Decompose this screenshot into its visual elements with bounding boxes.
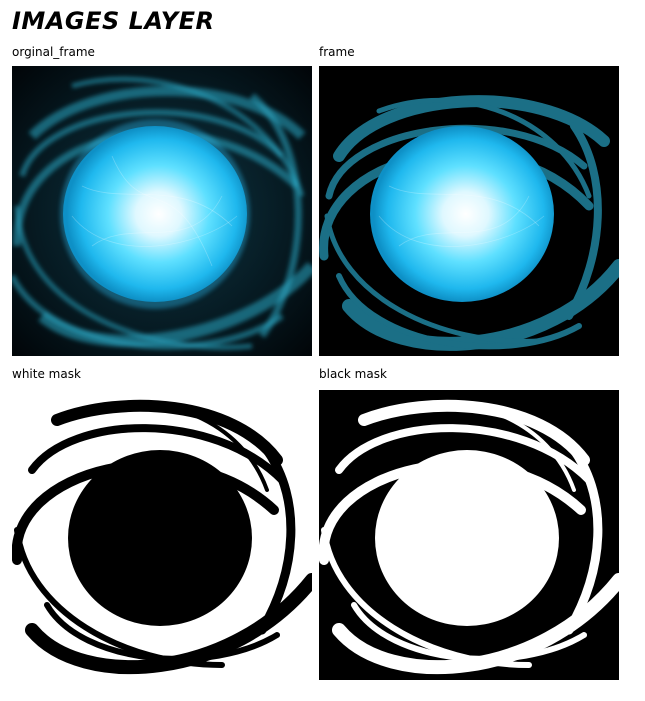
white-mask-image	[12, 390, 312, 680]
panel-label-frame: frame	[319, 45, 355, 59]
panel-label-white-mask: white mask	[12, 367, 81, 381]
original-frame-image	[12, 66, 312, 356]
panel-label-original-frame: orginal_frame	[12, 45, 95, 59]
panel-label-black-mask: black mask	[319, 367, 387, 381]
page-title: IMAGES LAYER	[12, 7, 215, 35]
black-mask-image	[319, 390, 619, 680]
frame-image	[319, 66, 619, 356]
